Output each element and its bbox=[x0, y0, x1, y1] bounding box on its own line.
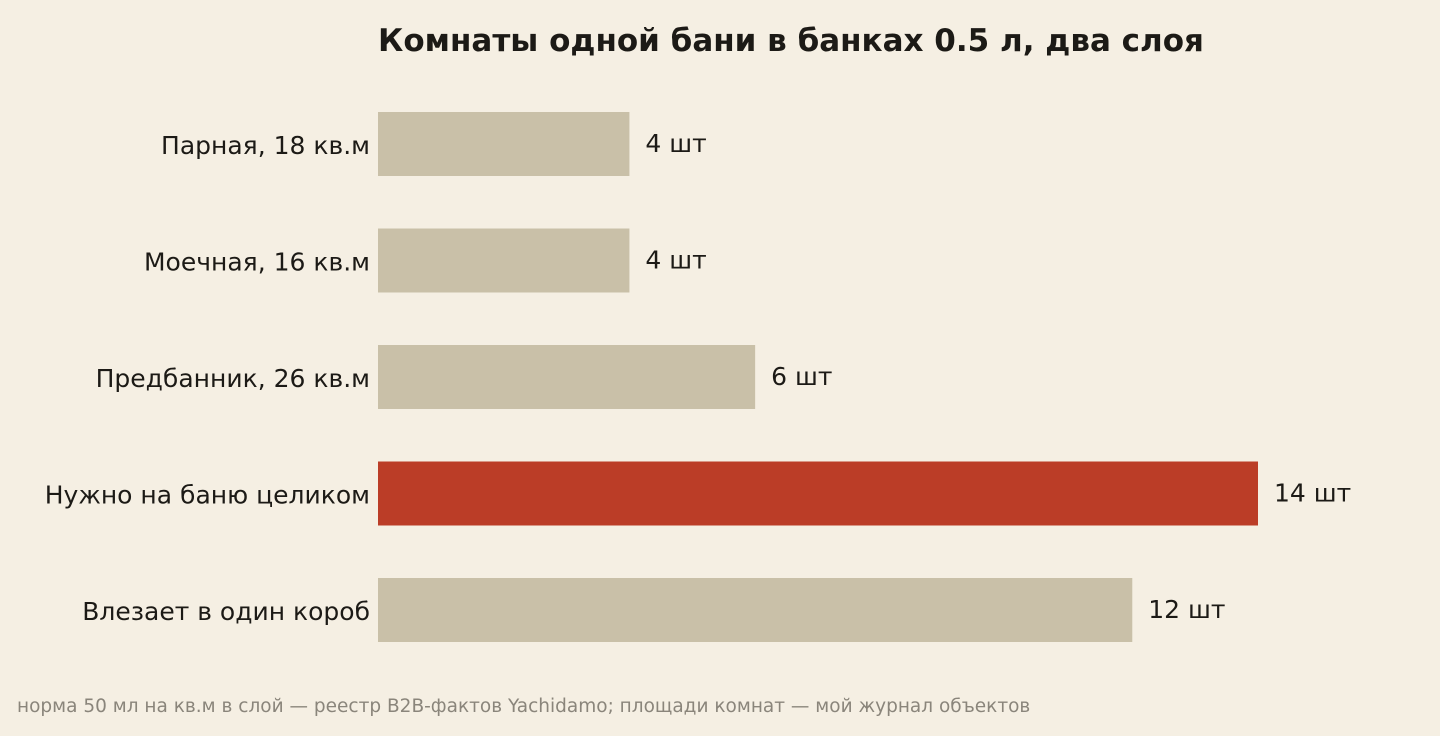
bar-0 bbox=[378, 112, 630, 176]
value-label-3: 14 шт bbox=[1274, 479, 1351, 508]
category-label-3: Нужно на баню целиком bbox=[45, 481, 370, 510]
category-label-0: Парная, 18 кв.м bbox=[161, 131, 370, 160]
bars-group: Парная, 18 кв.м 4 шт Моечная, 16 кв.м 4 шт П… bbox=[45, 112, 1351, 642]
footnote: норма 50 мл на кв.м в слой — реестр B2B-… bbox=[17, 696, 1031, 717]
bar-4 bbox=[378, 578, 1133, 642]
bar-2 bbox=[378, 345, 756, 409]
bar-1 bbox=[378, 228, 630, 293]
value-label-0: 4 шт bbox=[645, 129, 706, 158]
category-label-2: Предбанник, 26 кв.м bbox=[96, 364, 370, 393]
value-label-1: 4 шт bbox=[645, 246, 706, 275]
category-label-1: Моечная, 16 кв.м bbox=[144, 248, 370, 277]
value-label-4: 12 шт bbox=[1148, 595, 1225, 624]
bar-3 bbox=[378, 461, 1258, 526]
category-label-4: Влезает в один короб bbox=[82, 597, 370, 626]
chart-title: Комнаты одной бани в банках 0.5 л, два с… bbox=[378, 23, 1204, 59]
value-label-2: 6 шт bbox=[771, 362, 832, 391]
